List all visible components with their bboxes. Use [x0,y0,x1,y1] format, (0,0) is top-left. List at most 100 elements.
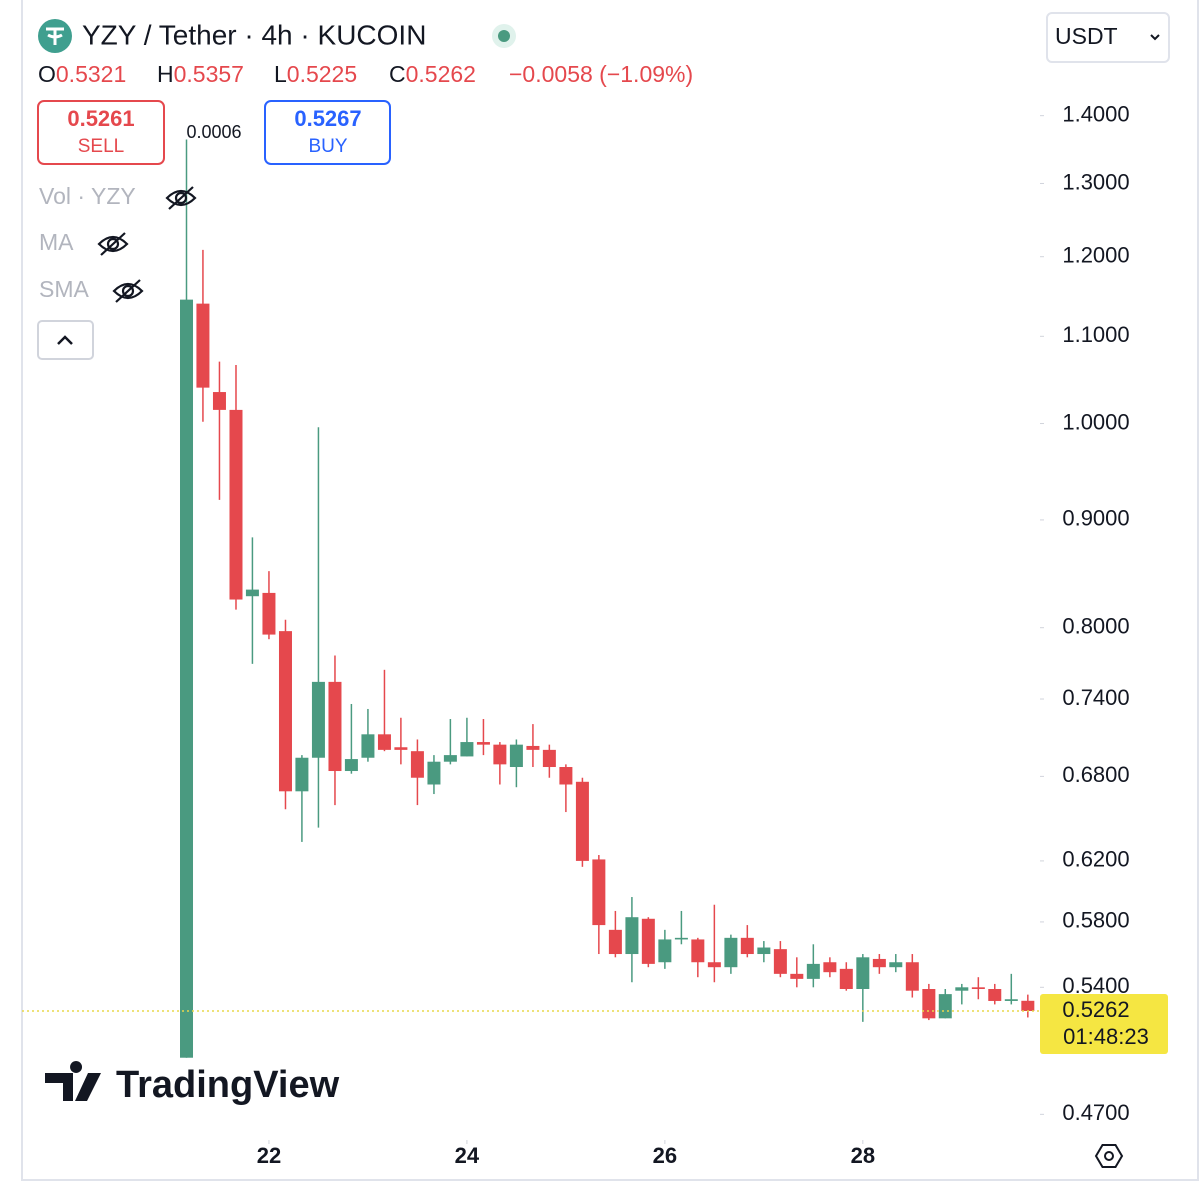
candle-body [377,734,391,750]
candle-body [575,781,589,861]
eye-off-icon[interactable] [97,232,129,256]
y-tick-label: 1.1000 [1062,322,1129,347]
x-tick-label: 28 [851,1143,875,1168]
symbol-logo-glyph [46,27,64,45]
candle-body [641,918,655,964]
hidden-icons [97,186,197,303]
candle-body [212,392,226,410]
y-tick-label: 0.4700 [1062,1100,1129,1125]
sell-label: SELL [78,136,124,157]
y-tick-label: 0.7400 [1062,685,1129,710]
y-tick-label: 0.6200 [1062,847,1129,872]
candle-body [262,592,276,635]
symbol-title[interactable]: YZY / Tether · 4h · KUCOIN [82,19,426,50]
eye-off-icon[interactable] [165,186,197,210]
eye-off-icon[interactable] [112,279,144,303]
candle-body [757,947,771,955]
countdown: 01:48:23 [1063,1024,1149,1049]
currency-select[interactable] [1046,12,1170,63]
y-tick-label: 0.9000 [1062,506,1129,531]
candle-body [988,989,1002,1001]
candle-body [180,299,194,1058]
buy-price: 0.5267 [294,106,361,131]
collapse-button[interactable] [37,320,94,360]
candle-body [608,929,622,955]
candle-body [476,742,490,745]
candle-body [427,761,441,785]
ohlc-label: O [38,61,56,87]
candle-body [245,589,259,597]
candle-body [625,917,639,955]
candle-body [922,989,936,1019]
candle-body [773,949,787,974]
candle-body [410,751,424,778]
candle-body [344,759,358,772]
settings-icon[interactable] [1094,1144,1124,1168]
candle-body [905,962,919,991]
frame [21,0,1199,1181]
y-tick-label: 1.3000 [1062,169,1129,194]
y-tick-label: 0.8000 [1062,614,1129,639]
candle-body [509,744,523,768]
ohlc-value: 0.5262 [406,61,476,87]
candle-body [707,962,721,968]
caret [57,335,73,345]
indicator[interactable]: Vol · YZY [39,183,136,209]
sell-price: 0.5261 [67,106,134,131]
candle-body [559,767,573,785]
candle-body [971,987,985,990]
last-price-box [1040,993,1168,1054]
candle-body [740,937,754,955]
candle-body [526,745,540,750]
candle-body [1004,999,1018,1001]
last-price-label: 0.5262 [1062,997,1129,1022]
candle-body [229,409,243,600]
x-tick-label: 26 [653,1143,677,1168]
candle-body [872,958,886,968]
candle-body [889,962,903,968]
ohlc-value: 0.5321 [56,61,126,87]
buy-label: BUY [308,136,347,157]
candle-body [856,957,870,990]
indicator[interactable]: MA [39,229,74,255]
currency-label: USDT [1055,23,1118,49]
ohlc-value: 0.5225 [287,61,357,87]
spread: 0.0006 [186,122,241,142]
candle-body [658,939,672,963]
candle-body [361,734,375,758]
candle-body [823,962,837,973]
ohlc-value: 0.5357 [174,61,244,87]
candle-body [806,963,820,979]
watermark: TradingView [116,1064,340,1106]
ohlc-label: C [389,61,406,87]
candle-body [196,303,210,388]
ohlc-label: H [157,61,174,87]
buy-button[interactable] [264,100,391,165]
sell-button[interactable] [37,100,165,165]
indicator[interactable]: SMA [39,276,90,302]
y-tick-label: 0.6800 [1062,762,1129,787]
candle-body [542,749,556,768]
candle-body [295,757,309,792]
candle-body [443,755,457,762]
candle-body [394,747,408,750]
candle-body [724,937,738,968]
candle-body [493,744,507,765]
y-tick-label: 1.4000 [1062,101,1129,126]
plot-area: 1.4000 1.3000 1.2000 1.1000 1.0000 0.9000 0.80… [22,101,1168,1168]
change: −0.0058 (−1.09%) [509,61,693,87]
candle-body [1021,1000,1035,1011]
x-tick-label: 24 [455,1143,480,1168]
y-tick-label: 0.5800 [1062,908,1129,933]
candle-body [839,968,853,990]
candle-body [311,681,325,758]
status-dot [498,30,510,42]
y-tick-label: 1.2000 [1062,243,1129,268]
candle-body [938,994,952,1019]
candle-body [328,681,342,772]
candle-body [691,939,705,963]
candle-body [592,859,606,926]
ohlc-line: O0.5321 H0.5357 L0.5225 C0.5262 −0.0058 … [38,61,693,87]
